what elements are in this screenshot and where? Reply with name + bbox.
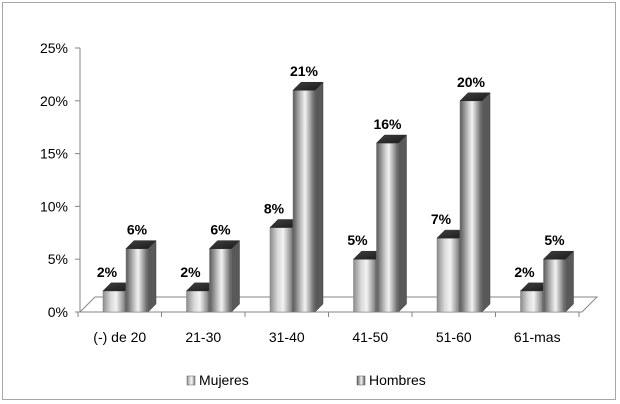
data-label-hombres: 6%: [210, 222, 231, 238]
x-tick-label: 31-40: [269, 329, 305, 345]
x-tick-label: (-) de 20: [93, 329, 146, 345]
bar-hombres: [542, 250, 575, 313]
y-tick-label: 15%: [40, 146, 68, 162]
data-label-hombres: 5%: [544, 232, 565, 248]
x-tick-label: 21-30: [185, 329, 221, 345]
x-tick-label: 61-mas: [514, 329, 561, 345]
data-label-mujeres: 7%: [431, 211, 452, 227]
legend-label: Hombres: [369, 372, 426, 388]
data-label-hombres: 16%: [373, 116, 402, 132]
legend-swatch: [356, 375, 366, 386]
y-tick-label: 5%: [48, 251, 68, 267]
bar-hombres: [459, 92, 491, 313]
y-tick-label: 10%: [40, 198, 68, 214]
bar-hombres: [208, 240, 241, 313]
legend-swatch: [186, 375, 196, 386]
y-tick-label: 20%: [40, 93, 68, 109]
data-label-hombres: 21%: [290, 63, 319, 79]
x-tick-label: 41-50: [352, 329, 388, 345]
bar-hombres: [292, 81, 324, 313]
data-label-hombres: 6%: [127, 222, 148, 238]
legend-item-mujeres: Mujeres: [186, 372, 249, 388]
legend-item-hombres: Hombres: [356, 372, 426, 388]
bar-hombres: [375, 134, 408, 313]
legend: Mujeres Hombres: [186, 372, 426, 388]
legend-label: Mujeres: [199, 372, 249, 388]
chart-floor: [78, 296, 599, 313]
bars: [102, 81, 575, 313]
bar-hombres: [125, 240, 157, 313]
data-label-mujeres: 2%: [180, 264, 201, 280]
data-label-mujeres: 2%: [514, 264, 535, 280]
data-label-mujeres: 2%: [97, 264, 118, 280]
x-tick-label: 51-60: [436, 329, 472, 345]
data-label-mujeres: 5%: [347, 232, 368, 248]
y-tick-label: 25%: [40, 40, 68, 56]
data-labels: 2% 6% 2% 6% 8% 21% 5% 16% 7% 20% 2% 5%: [97, 63, 565, 280]
data-label-hombres: 20%: [457, 74, 486, 90]
data-label-mujeres: 8%: [264, 201, 285, 217]
y-tick-label: 0%: [48, 304, 68, 320]
